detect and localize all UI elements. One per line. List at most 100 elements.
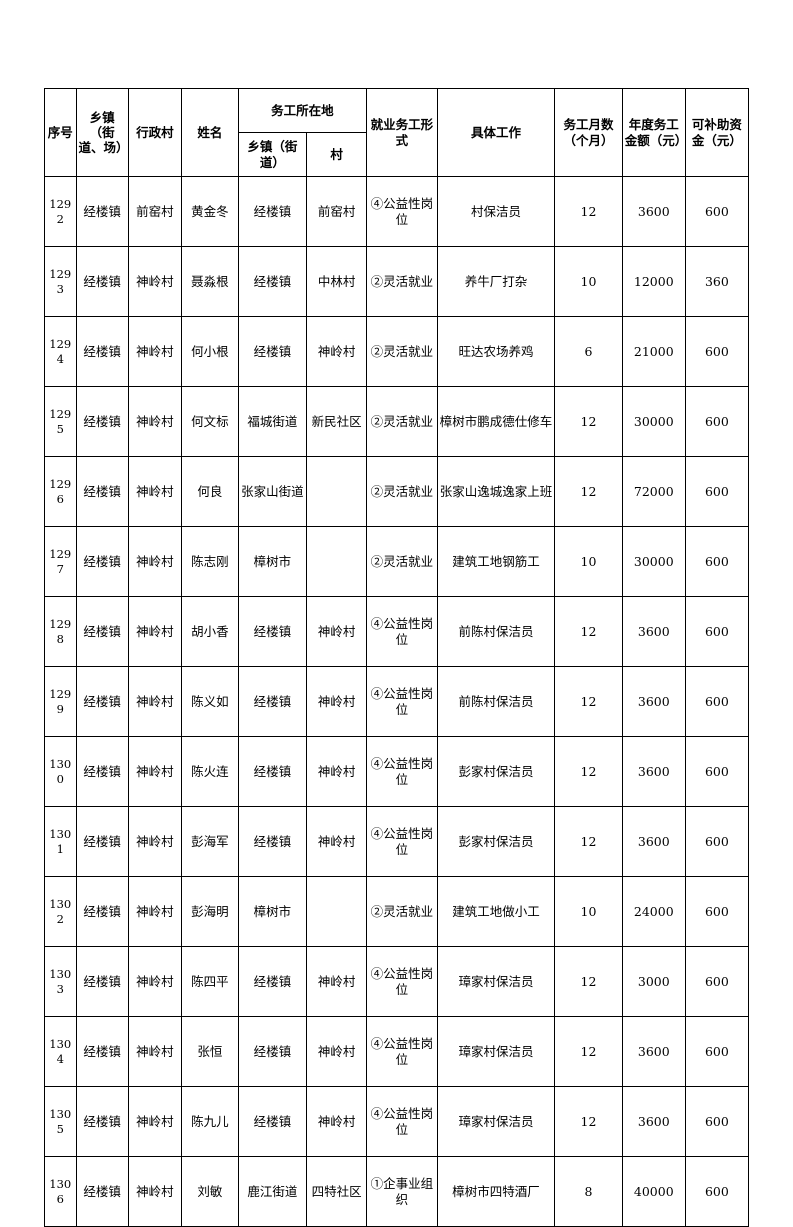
cell-work-months: 12 [554,736,623,807]
cell-work-village: 前窑村 [306,176,368,247]
cell-annual-amount: 12000 [621,246,686,317]
cell-employment-form: ④公益性岗位 [366,806,438,877]
cell-village: 神岭村 [127,456,183,527]
cell-specific-job: 建筑工地做小工 [436,876,556,947]
cell-specific-job: 樟树市四特酒厂 [436,1156,556,1227]
table-header: 序号 乡镇（街道、场） 行政村 姓名 务工所在地 就业务工形式 具体工作 务工月… [44,88,750,177]
cell-work-town: 樟树市 [237,876,308,947]
header-row-main: 序号 乡镇（街道、场） 行政村 姓名 务工所在地 就业务工形式 具体工作 务工月… [44,88,750,177]
cell-name: 刘敏 [181,1156,239,1227]
document-page: 序号 乡镇（街道、场） 行政村 姓名 务工所在地 就业务工形式 具体工作 务工月… [44,88,750,1227]
cell-village: 神岭村 [127,736,183,807]
cell-work-months: 12 [554,1016,623,1087]
cell-name: 陈火连 [181,736,239,807]
cell-specific-job: 养牛厂打杂 [436,246,556,317]
table-row: 1293 经楼镇 神岭村 聂淼根 经楼镇 中林村 ②灵活就业 养牛厂打杂 10 12000 360 [44,246,750,317]
cell-work-months: 12 [554,176,623,247]
cell-work-months: 12 [554,666,623,737]
cell-town: 经楼镇 [75,246,129,317]
cell-town: 经楼镇 [75,946,129,1017]
cell-annual-amount: 30000 [621,386,686,457]
header-work-location-group: 务工所在地 [237,88,368,133]
cell-subsidy: 600 [684,456,750,527]
cell-work-town: 经楼镇 [237,946,308,1017]
cell-work-village: 新民社区 [306,386,368,457]
header-subsidy: 可补助资金（元） [684,88,750,177]
cell-subsidy: 600 [684,1156,750,1227]
cell-seq: 1296 [44,456,77,527]
cell-specific-job: 村保洁员 [436,176,556,247]
cell-village: 神岭村 [127,596,183,667]
cell-subsidy: 600 [684,386,750,457]
cell-village: 前窑村 [127,176,183,247]
cell-name: 黄金冬 [181,176,239,247]
table-row: 1299 经楼镇 神岭村 陈义如 经楼镇 神岭村 ④公益性岗位 前陈村保洁员 12 3600 600 [44,666,750,737]
cell-seq: 1306 [44,1156,77,1227]
cell-name: 彭海军 [181,806,239,877]
cell-employment-form: ②灵活就业 [366,246,438,317]
cell-employment-form: ①企事业组织 [366,1156,438,1227]
cell-employment-form: ④公益性岗位 [366,946,438,1017]
table-row: 1298 经楼镇 神岭村 胡小香 经楼镇 神岭村 ④公益性岗位 前陈村保洁员 12 3600 600 [44,596,750,667]
cell-work-village [306,876,368,947]
cell-village: 神岭村 [127,876,183,947]
cell-work-town: 经楼镇 [237,1016,308,1087]
cell-subsidy: 600 [684,316,750,387]
table-row: 1303 经楼镇 神岭村 陈四平 经楼镇 神岭村 ④公益性岗位 璋家村保洁员 12 3000 600 [44,946,750,1017]
cell-town: 经楼镇 [75,176,129,247]
cell-work-town: 鹿江街道 [237,1156,308,1227]
table-row: 1306 经楼镇 神岭村 刘敏 鹿江街道 四特社区 ①企事业组织 樟树市四特酒厂 8 40000 6… [44,1156,750,1227]
table-row: 1302 经楼镇 神岭村 彭海明 樟树市 ②灵活就业 建筑工地做小工 10 24000 600 [44,876,750,947]
table-row: 1300 经楼镇 神岭村 陈火连 经楼镇 神岭村 ④公益性岗位 彭家村保洁员 12 3600 600 [44,736,750,807]
cell-employment-form: ②灵活就业 [366,876,438,947]
cell-work-months: 10 [554,246,623,317]
cell-annual-amount: 3600 [621,736,686,807]
cell-name: 张恒 [181,1016,239,1087]
cell-specific-job: 旺达农场养鸡 [436,316,556,387]
cell-town: 经楼镇 [75,876,129,947]
cell-town: 经楼镇 [75,1156,129,1227]
cell-work-months: 10 [554,526,623,597]
cell-seq: 1301 [44,806,77,877]
cell-work-village: 神岭村 [306,596,368,667]
cell-employment-form: ②灵活就业 [366,456,438,527]
cell-annual-amount: 72000 [621,456,686,527]
cell-work-months: 10 [554,876,623,947]
table-row: 1292 经楼镇 前窑村 黄金冬 经楼镇 前窑村 ④公益性岗位 村保洁员 12 3600 600 [44,176,750,247]
cell-specific-job: 前陈村保洁员 [436,596,556,667]
cell-work-months: 12 [554,596,623,667]
cell-subsidy: 600 [684,876,750,947]
cell-annual-amount: 3600 [621,666,686,737]
cell-seq: 1297 [44,526,77,597]
cell-work-town: 福城街道 [237,386,308,457]
cell-name: 何小根 [181,316,239,387]
header-specific-job: 具体工作 [436,88,556,177]
cell-work-town: 樟树市 [237,526,308,597]
cell-annual-amount: 3600 [621,176,686,247]
cell-subsidy: 600 [684,526,750,597]
header-annual-amount: 年度务工金额（元） [621,88,687,177]
cell-town: 经楼镇 [75,596,129,667]
header-seq: 序号 [44,88,77,177]
table-row: 1301 经楼镇 神岭村 彭海军 经楼镇 神岭村 ④公益性岗位 彭家村保洁员 12 3600 600 [44,806,750,877]
cell-name: 何文标 [181,386,239,457]
cell-employment-form: ④公益性岗位 [366,666,438,737]
cell-work-village: 神岭村 [306,1016,368,1087]
header-work-town: 乡镇（街道） [237,132,308,177]
cell-specific-job: 张家山逸城逸家上班 [436,456,556,527]
table-row: 1294 经楼镇 神岭村 何小根 经楼镇 神岭村 ②灵活就业 旺达农场养鸡 6 21000 600 [44,316,750,387]
cell-subsidy: 360 [684,246,750,317]
cell-seq: 1293 [44,246,77,317]
cell-work-village [306,526,368,597]
cell-work-village: 神岭村 [306,946,368,1017]
cell-village: 神岭村 [127,806,183,877]
cell-work-village: 神岭村 [306,316,368,387]
cell-work-town: 经楼镇 [237,736,308,807]
cell-subsidy: 600 [684,176,750,247]
cell-employment-form: ④公益性岗位 [366,736,438,807]
cell-name: 陈义如 [181,666,239,737]
cell-village: 神岭村 [127,316,183,387]
cell-annual-amount: 3600 [621,806,686,877]
cell-employment-form: ②灵活就业 [366,386,438,457]
table-row: 1297 经楼镇 神岭村 陈志刚 樟树市 ②灵活就业 建筑工地钢筋工 10 30000 600 [44,526,750,597]
